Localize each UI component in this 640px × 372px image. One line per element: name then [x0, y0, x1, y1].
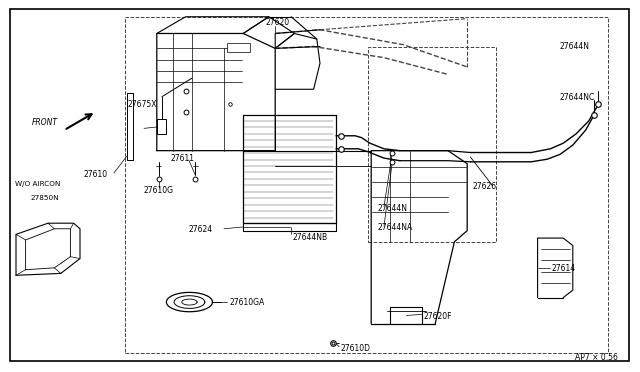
Text: 27624: 27624: [189, 225, 213, 234]
Text: 27610GA: 27610GA: [229, 298, 264, 307]
Text: 27626: 27626: [472, 182, 497, 191]
Text: 27644NB: 27644NB: [292, 233, 328, 242]
Text: 27611: 27611: [171, 154, 195, 163]
Bar: [125, 17, 608, 353]
Text: 27610D: 27610D: [340, 344, 371, 353]
Bar: [127, 93, 133, 160]
Bar: [368, 46, 496, 242]
Bar: [227, 43, 250, 52]
Text: FRONT: FRONT: [32, 118, 58, 127]
Text: 27614: 27614: [552, 264, 576, 273]
Text: 27610G: 27610G: [143, 186, 173, 195]
Bar: [157, 119, 166, 134]
Text: AP7 × 0.56: AP7 × 0.56: [575, 353, 618, 362]
Text: 27675X: 27675X: [128, 100, 157, 109]
Text: 27850N: 27850N: [31, 195, 60, 201]
Text: 27644NA: 27644NA: [378, 223, 413, 232]
Text: 27610: 27610: [83, 170, 108, 179]
Text: 27620: 27620: [266, 18, 290, 27]
Text: 27644NC: 27644NC: [560, 93, 595, 102]
Text: 27644N: 27644N: [378, 204, 408, 213]
Text: 27620F: 27620F: [424, 312, 452, 321]
Text: 27644N: 27644N: [560, 42, 590, 51]
Text: W/O AIRCON: W/O AIRCON: [15, 181, 60, 187]
